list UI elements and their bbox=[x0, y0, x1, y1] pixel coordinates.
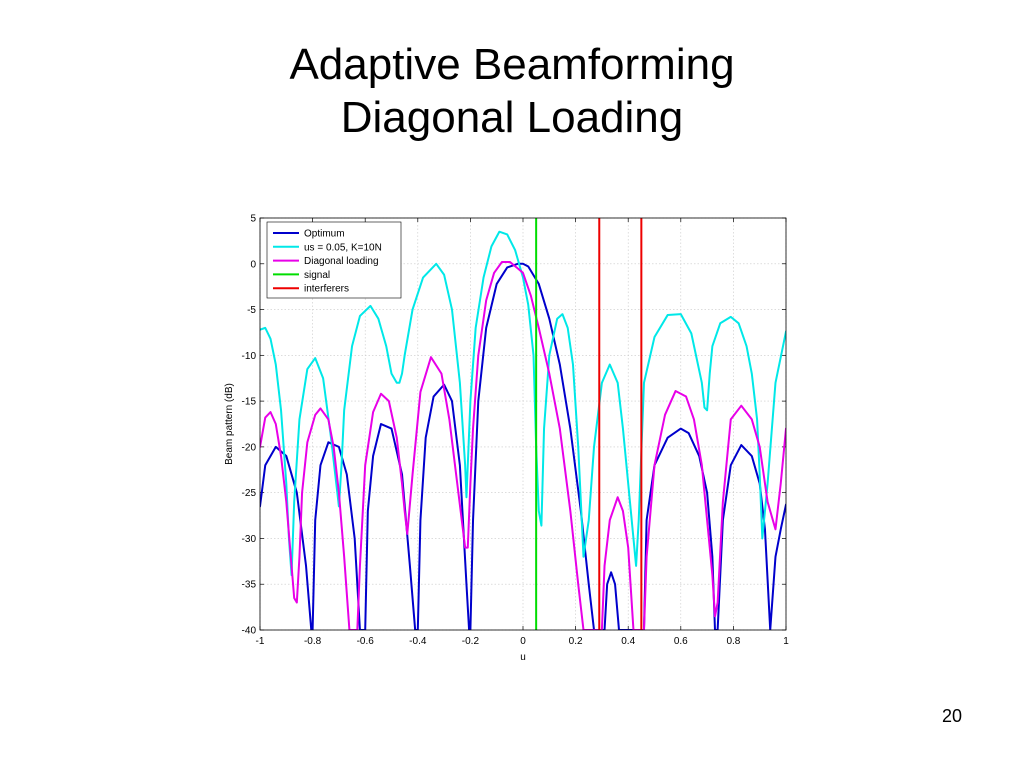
y-tick-label: -40 bbox=[242, 626, 257, 637]
legend: Optimum us = 0.05, K=10N Diagonal loading s… bbox=[266, 221, 402, 299]
x-tick-label: 1 bbox=[783, 636, 789, 647]
x-tick-label: 0.8 bbox=[726, 636, 740, 647]
legend-label-optimum: Optimum bbox=[304, 229, 345, 240]
slide-title-line-1: Adaptive Beamforming bbox=[289, 40, 735, 89]
x-axis-label: u bbox=[520, 652, 526, 663]
y-tick-label: 5 bbox=[250, 214, 256, 225]
x-tick-label: -1 bbox=[256, 636, 265, 647]
y-tick-label: -15 bbox=[242, 397, 257, 408]
y-tick-label: -30 bbox=[242, 534, 257, 545]
y-tick-label: -35 bbox=[242, 580, 257, 591]
y-tick-label: -10 bbox=[242, 351, 257, 362]
y-tick-label: -20 bbox=[242, 442, 257, 453]
series-line-us-0-05-k-10n bbox=[260, 230, 786, 577]
y-tick-labels: 5 0 -5 -10 -15 -20 -25 -30 -35 -40 bbox=[242, 214, 257, 637]
y-tick-label: -25 bbox=[242, 488, 257, 499]
y-axis-label: Beam pattern (dB) bbox=[224, 383, 235, 465]
slide-title-line-2: Diagonal Loading bbox=[340, 93, 684, 142]
y-tick-label: -5 bbox=[247, 305, 256, 316]
slide-title: Adaptive Beamforming Diagonal Loading bbox=[0, 38, 1024, 144]
series-lines bbox=[260, 218, 786, 630]
series-line-interferers bbox=[598, 218, 643, 630]
x-tick-label: 0 bbox=[520, 636, 526, 647]
x-tick-label: 0.4 bbox=[621, 636, 635, 647]
legend-label-diagonal-loading: Diagonal loading bbox=[304, 256, 379, 267]
plot-frame bbox=[259, 217, 787, 631]
x-tick-label: 0.2 bbox=[569, 636, 583, 647]
legend-label-signal: signal bbox=[304, 270, 330, 281]
x-tick-labels: -1 -0.8 -0.6 -0.4 -0.2 0 0.2 0.4 0.6 0.8 1 bbox=[256, 636, 790, 647]
y-tick-label: 0 bbox=[250, 259, 256, 270]
x-tick-label: 0.6 bbox=[674, 636, 688, 647]
series-line-diagonal-loading bbox=[260, 260, 786, 630]
page-number: 20 bbox=[941, 706, 962, 726]
x-tick-label: -0.6 bbox=[357, 636, 375, 647]
x-tick-label: -0.8 bbox=[304, 636, 322, 647]
legend-label-us-0-05-k-10n: us = 0.05, K=10N bbox=[304, 242, 382, 253]
beam-pattern-chart: -1 -0.8 -0.6 -0.4 -0.2 0 0.2 0.4 0.6 0.8 1 5 0 -5 -10… bbox=[224, 214, 790, 664]
legend-label-interferers: interferers bbox=[304, 284, 349, 295]
x-tick-label: -0.2 bbox=[462, 636, 480, 647]
x-tick-label: -0.4 bbox=[409, 636, 427, 647]
